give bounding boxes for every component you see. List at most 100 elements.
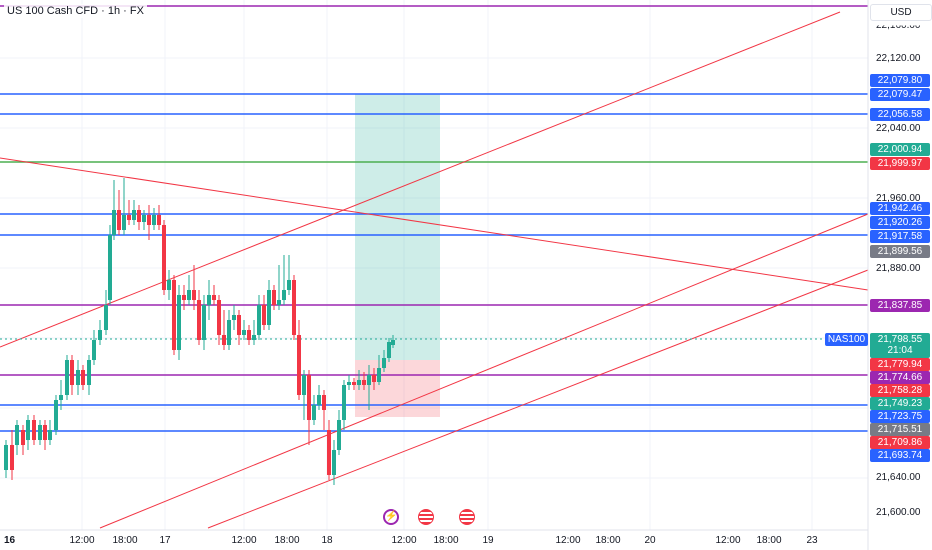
candle[interactable] [65,355,69,400]
candle[interactable] [207,280,211,320]
price-tag[interactable]: 21,749.23 [870,397,930,410]
candle[interactable] [182,285,186,310]
candle[interactable] [227,310,231,350]
us-flag-icon[interactable] [459,509,475,525]
candle[interactable] [127,200,131,225]
candle[interactable] [26,415,30,450]
candle[interactable] [247,325,251,345]
candle[interactable] [257,295,261,340]
candle[interactable] [287,255,291,295]
candle[interactable] [152,208,156,230]
symbol-title[interactable]: US 100 Cash CFD · 1h · FX [4,4,147,18]
candle[interactable] [122,178,126,235]
candle[interactable] [347,375,351,390]
long-position-loss-zone[interactable] [355,360,440,417]
candle[interactable] [92,330,96,365]
candle[interactable] [87,355,91,395]
price-tag[interactable]: 22,056.58 [870,108,930,121]
candle[interactable] [217,295,221,345]
candle[interactable] [277,265,281,310]
candle[interactable] [317,385,321,410]
candle[interactable] [282,255,286,305]
lightning-icon[interactable]: ⚡ [383,509,399,525]
candle[interactable] [202,295,206,350]
price-tag[interactable]: 21,999.97 [870,157,930,170]
candle[interactable] [342,380,346,430]
candle[interactable] [15,420,19,455]
candle[interactable] [4,440,8,478]
candle[interactable] [332,440,336,485]
candle[interactable] [104,290,108,335]
price-tag[interactable]: 22,079.47 [870,88,930,101]
price-tag[interactable]: 21,779.94 [870,358,930,371]
candle[interactable] [112,180,116,240]
candle[interactable] [132,200,136,225]
candle[interactable] [337,410,341,455]
candle[interactable] [292,275,296,340]
candle[interactable] [10,430,14,480]
price-tag[interactable]: 21,758.28 [870,384,930,397]
candle[interactable] [312,395,316,425]
price-tag[interactable]: 21,723.75 [870,410,930,423]
candle[interactable] [147,205,151,240]
us-flag-icon[interactable] [418,509,434,525]
candle[interactable] [307,370,311,445]
price-tag[interactable]: 21,917.58 [870,230,930,243]
candle[interactable] [192,265,196,310]
candle[interactable] [142,210,146,230]
candle[interactable] [372,368,376,390]
candle[interactable] [352,378,356,390]
candle[interactable] [302,370,306,420]
candle[interactable] [162,220,166,295]
candle[interactable] [43,420,47,450]
candle[interactable] [322,390,326,430]
candle[interactable] [81,365,85,390]
horizontal-levels[interactable] [0,5,868,432]
candle[interactable] [297,320,301,400]
candle[interactable] [21,425,25,455]
candle[interactable] [98,320,102,345]
current-price-tag[interactable]: 21,798.55 21:04 [870,333,930,358]
price-tag[interactable]: 22,000.94 [870,143,930,156]
price-tag[interactable]: 21,899.56 [870,245,930,258]
candle[interactable] [108,225,112,305]
price-tag[interactable]: 21,715.51 [870,423,930,436]
candle[interactable] [262,295,266,330]
long-position-profit-zone[interactable] [355,94,440,360]
candle[interactable] [187,275,191,305]
candle[interactable] [362,372,366,390]
candle[interactable] [242,320,246,340]
candle[interactable] [38,420,42,445]
candle[interactable] [167,270,171,300]
candle[interactable] [222,310,226,350]
candle[interactable] [48,420,52,445]
candle[interactable] [357,370,361,390]
candle[interactable] [70,355,74,395]
price-tag[interactable]: 21,942.46 [870,202,930,215]
candle[interactable] [32,415,36,445]
candle[interactable] [59,380,63,410]
candle[interactable] [327,420,331,480]
candle[interactable] [197,290,201,345]
price-tag[interactable]: 21,920.26 [870,216,930,229]
candlestick-series[interactable] [4,178,395,485]
candle[interactable] [212,285,216,305]
price-tag[interactable]: 22,079.80 [870,74,930,87]
candle[interactable] [272,285,276,310]
candle[interactable] [391,335,395,348]
candle[interactable] [382,350,386,372]
candle[interactable] [157,205,161,230]
candle[interactable] [172,275,176,355]
price-tag[interactable]: 21,693.74 [870,449,930,462]
candle[interactable] [117,190,121,235]
candle[interactable] [237,310,241,345]
candle[interactable] [387,338,391,362]
candle[interactable] [76,360,80,395]
candle[interactable] [367,365,371,410]
candle[interactable] [54,395,58,435]
candle[interactable] [377,355,381,385]
candle[interactable] [252,320,256,345]
candle[interactable] [232,305,236,330]
trendlines[interactable] [0,11,869,529]
